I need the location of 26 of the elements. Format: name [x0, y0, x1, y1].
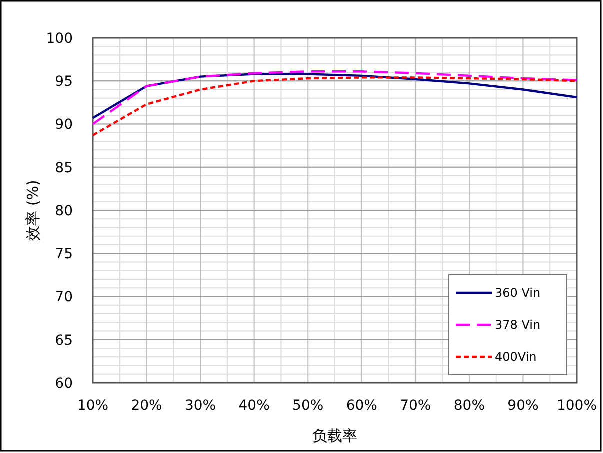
x-tick-label: 80%: [454, 398, 486, 414]
x-tick-label: 40%: [238, 398, 270, 414]
y-tick-label: 70: [55, 290, 73, 306]
y-tick-label: 80: [55, 203, 73, 220]
y-tick-label: 95: [55, 74, 73, 90]
x-tick-label: 20%: [131, 398, 162, 414]
legend-label: 360 Vin: [495, 286, 541, 300]
x-tick-label: 70%: [400, 398, 432, 414]
y-tick-label: 75: [55, 246, 73, 263]
legend-label: 378 Vin: [495, 318, 541, 332]
line-series: [92, 73, 578, 120]
y-tick-label: 85: [55, 160, 73, 176]
x-axis-title: 负载率: [312, 427, 358, 445]
y-tick-label: 90: [55, 117, 73, 134]
y-tick-label: 100: [46, 30, 73, 47]
x-tick-label: 30%: [184, 398, 216, 414]
line-series: [92, 70, 578, 126]
y-tick-label: 60: [55, 376, 73, 392]
x-tick-label: 50%: [292, 398, 324, 414]
x-tick-label: 90%: [508, 398, 539, 414]
x-tick-label: 100%: [556, 398, 598, 414]
x-tick-label: 10%: [77, 398, 109, 414]
y-tick-label: 65: [55, 332, 73, 349]
legend-label: 400Vin: [495, 350, 537, 364]
x-tick-label: 60%: [346, 398, 378, 414]
y-axis-title: 效率 (%): [24, 180, 42, 241]
